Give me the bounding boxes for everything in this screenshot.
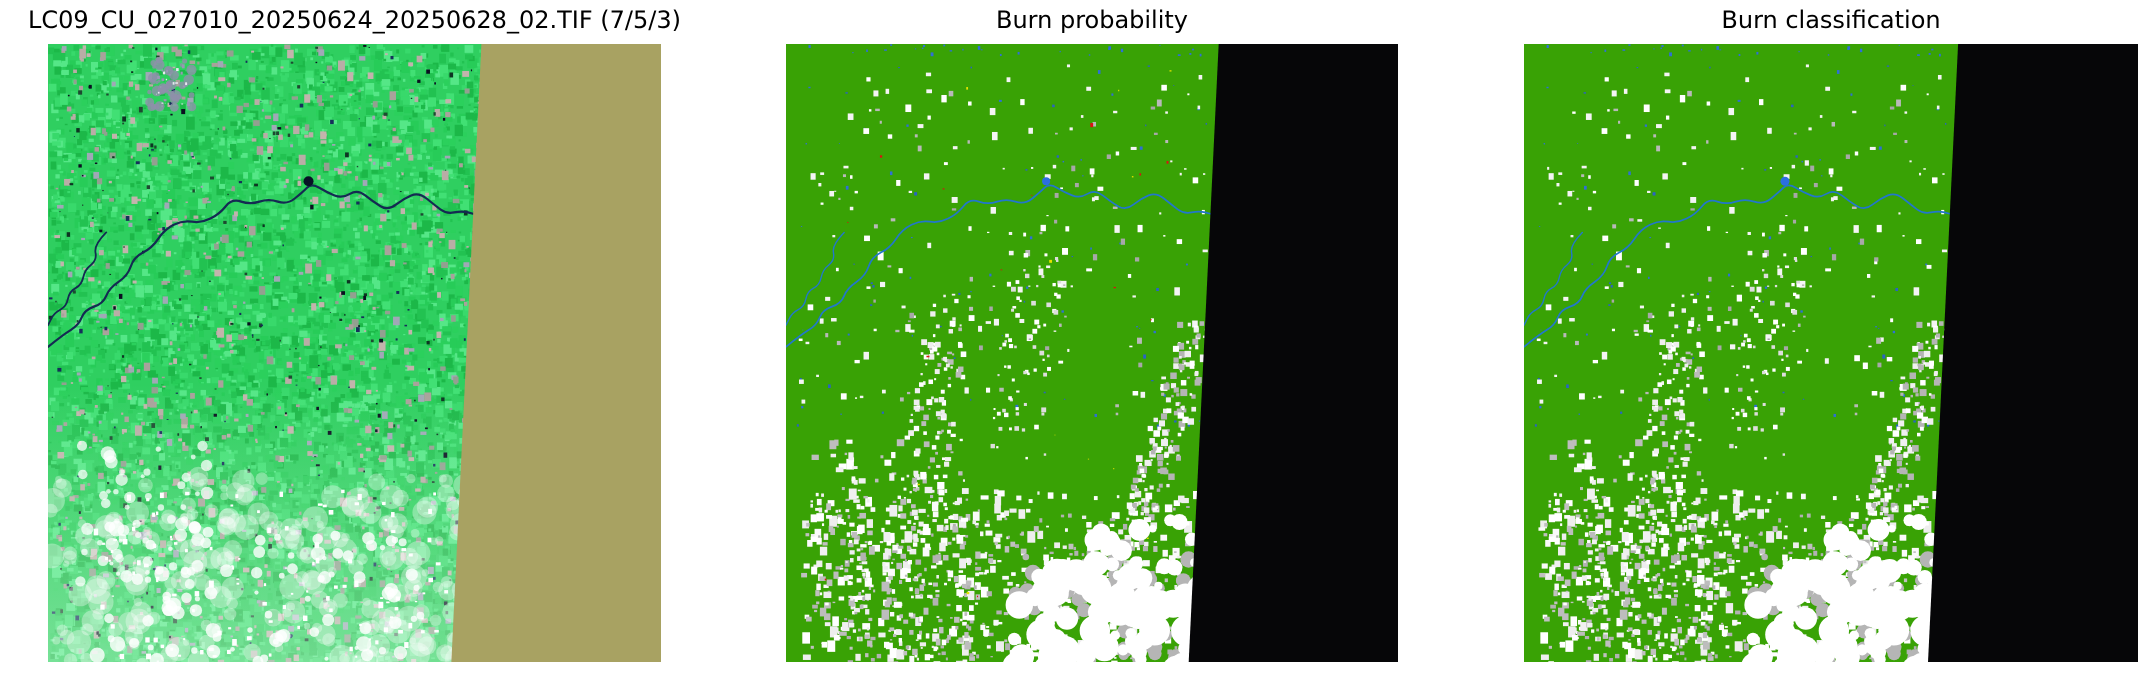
panel2-title: Burn probability: [995, 6, 1189, 34]
panel3-title: Burn classification: [1721, 6, 1941, 34]
panel3-burn-classification-image: [1524, 44, 2138, 662]
panel2-burn-probability-image: [786, 44, 1398, 662]
panel1-landsat-false-color-image: [48, 44, 661, 662]
panel1-title: LC09_CU_027010_20250624_20250628_02.TIF …: [28, 6, 681, 34]
